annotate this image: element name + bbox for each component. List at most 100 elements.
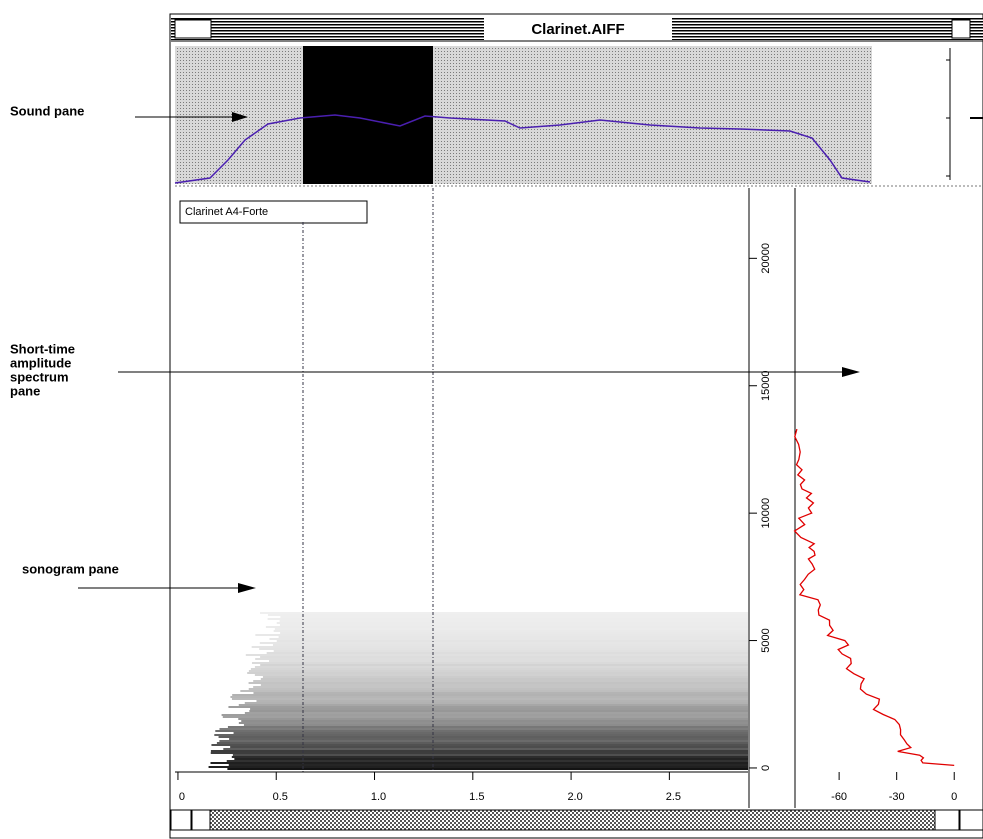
x-tick-label: 0 (179, 791, 185, 803)
sonogram-band (214, 734, 749, 736)
sonogram-band (238, 718, 748, 720)
sonogram-band (229, 738, 748, 740)
sonogram-band (269, 660, 748, 662)
arrow-head (232, 112, 248, 122)
sonogram-band (238, 722, 748, 724)
arrow-head (842, 367, 860, 377)
scroll-bar[interactable] (170, 809, 983, 831)
title-back (484, 18, 672, 40)
x-tick-label: 1.5 (469, 791, 484, 803)
x-tick-label: 1.0 (371, 791, 386, 803)
sonogram-band (248, 682, 748, 684)
sonogram-band (260, 656, 748, 658)
sonogram-band (251, 646, 748, 648)
annotation: spectrum (10, 369, 69, 384)
sonogram-band (251, 662, 748, 664)
sonogram-band (230, 746, 748, 748)
sonogram-band (231, 756, 748, 758)
close-box[interactable] (174, 19, 212, 39)
selection (303, 46, 433, 184)
sonogram-band (244, 702, 749, 704)
y-tick-label: 10000 (760, 498, 772, 529)
sonogram-band (273, 630, 748, 632)
grow-box[interactable] (959, 809, 983, 831)
sonogram-band (253, 686, 748, 688)
sonogram-band (253, 680, 748, 682)
sonogram-band (228, 706, 749, 708)
sonogram-band (238, 704, 748, 706)
sonogram-band (215, 730, 749, 732)
sonogram-band (265, 626, 748, 628)
sonogram-band (255, 658, 749, 660)
window-title: Clarinet.AIFF (531, 21, 624, 38)
sonogram-band (230, 696, 748, 698)
sonogram-band (259, 648, 748, 650)
sonogram-band (278, 636, 748, 638)
sonogram-band (269, 638, 748, 640)
sound-pane[interactable] (175, 46, 872, 184)
scroll-right[interactable] (934, 809, 960, 831)
sound-envelope (174, 114, 871, 184)
arrow-head (238, 583, 256, 593)
sonogram-band (260, 678, 748, 680)
sonogram-band (279, 624, 748, 626)
sonogram-band (260, 664, 748, 666)
sonogram-band (227, 726, 748, 728)
sonogram-band (227, 768, 749, 770)
sonogram-band (253, 692, 748, 694)
sonogram-band (254, 666, 748, 668)
sonogram-band (211, 744, 748, 746)
zoom-box[interactable] (951, 19, 971, 39)
x-tick-label: 0.5 (273, 791, 288, 803)
sonogram-band (232, 694, 748, 696)
sonogram-band (259, 642, 748, 644)
sonogram-band (218, 736, 748, 738)
spectrum-tick-label: -60 (831, 791, 847, 803)
sonogram-band (254, 674, 748, 676)
sonogram-band (216, 742, 749, 744)
sonogram-band (249, 710, 748, 712)
annotation: amplitude (10, 355, 71, 370)
sonogram-label: Clarinet A4-Forte (185, 206, 268, 218)
sonogram-band (234, 758, 748, 760)
sonogram-band (228, 764, 749, 766)
sonogram-band (247, 672, 749, 674)
sonogram-pane[interactable] (208, 612, 749, 770)
sonogram-band (250, 668, 748, 670)
spectrum-tick-label: -30 (889, 791, 905, 803)
x-tick-label: 2.0 (567, 791, 582, 803)
sonogram-band (262, 676, 748, 678)
sonogram-band (223, 748, 748, 750)
spectrum-line (793, 428, 955, 767)
scroll-thumb[interactable] (191, 809, 211, 831)
sonogram-band (241, 720, 748, 722)
x-tick-label: 2.5 (666, 791, 681, 803)
sonogram-band (280, 632, 748, 634)
sonogram-band (244, 712, 749, 714)
sonogram-band (226, 760, 748, 762)
annotation: Short-time (10, 341, 75, 356)
sonogram-band (208, 766, 749, 768)
sonogram-band (272, 644, 748, 646)
sonogram-band (219, 740, 748, 742)
sonogram-band (221, 714, 748, 716)
sonogram-band (255, 634, 748, 636)
sonogram-band (256, 700, 748, 702)
sonogram-band (248, 688, 748, 690)
annotation: sonogram pane (22, 561, 119, 576)
sonogram-band (210, 752, 749, 754)
y-tick-label: 0 (760, 765, 772, 771)
sonogram-band (240, 690, 749, 692)
sonogram-band (231, 698, 748, 700)
sonogram-band (233, 732, 749, 734)
sonogram-band (243, 724, 748, 726)
sonogram-band (260, 684, 748, 686)
sonogram-band (232, 754, 748, 756)
sonogram-label-box (179, 200, 368, 224)
scroll-left[interactable] (170, 809, 192, 831)
sonogram-band (267, 614, 748, 616)
sonogram-band (267, 618, 748, 620)
y-tick-label: 15000 (760, 370, 772, 401)
